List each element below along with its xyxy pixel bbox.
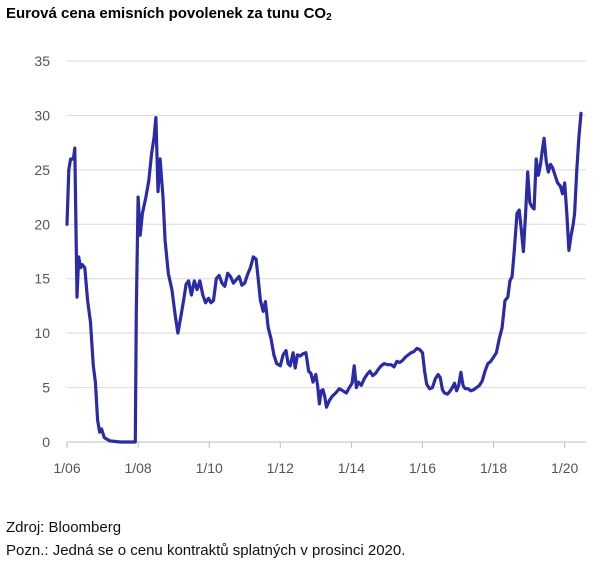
x-tick-label: 1/14 bbox=[338, 460, 365, 476]
gridlines bbox=[67, 60, 586, 389]
x-tick-label: 1/08 bbox=[124, 460, 151, 476]
chart-title: Eurová cena emisních povolenek za tunu C… bbox=[6, 5, 332, 23]
title-subscript: 2 bbox=[326, 12, 332, 23]
y-tick-label: 25 bbox=[34, 162, 50, 178]
footnote: Pozn.: Jedná se o cenu kontraktů splatný… bbox=[6, 542, 406, 559]
y-tick-label: 35 bbox=[34, 53, 50, 69]
y-tick-label: 15 bbox=[34, 271, 50, 287]
x-tick-label: 1/18 bbox=[480, 460, 507, 476]
y-tick-label: 30 bbox=[34, 107, 50, 123]
title-text: Eurová cena emisních povolenek za tunu C… bbox=[6, 5, 327, 22]
y-axis-labels: 0 5 10 15 20 25 30 35 bbox=[34, 53, 50, 450]
x-tick-label: 1/16 bbox=[409, 460, 436, 476]
source-note: Zdroj: Bloomberg bbox=[6, 519, 122, 536]
x-tick-label: 1/20 bbox=[551, 460, 578, 476]
series-line-0 bbox=[65, 111, 583, 444]
y-tick-label: 20 bbox=[34, 216, 50, 232]
series-layer bbox=[65, 111, 583, 444]
x-tick-label: 1/12 bbox=[267, 460, 294, 476]
x-tick-label: 1/10 bbox=[196, 460, 223, 476]
x-axis bbox=[66, 441, 586, 448]
y-tick-label: 10 bbox=[34, 325, 50, 341]
x-tick-label: 1/06 bbox=[53, 460, 80, 476]
y-tick-label: 0 bbox=[42, 434, 50, 450]
y-tick-label: 5 bbox=[42, 380, 50, 396]
x-axis-labels: 1/06 1/08 1/10 1/12 1/14 1/16 1/18 1/20 bbox=[53, 460, 578, 476]
